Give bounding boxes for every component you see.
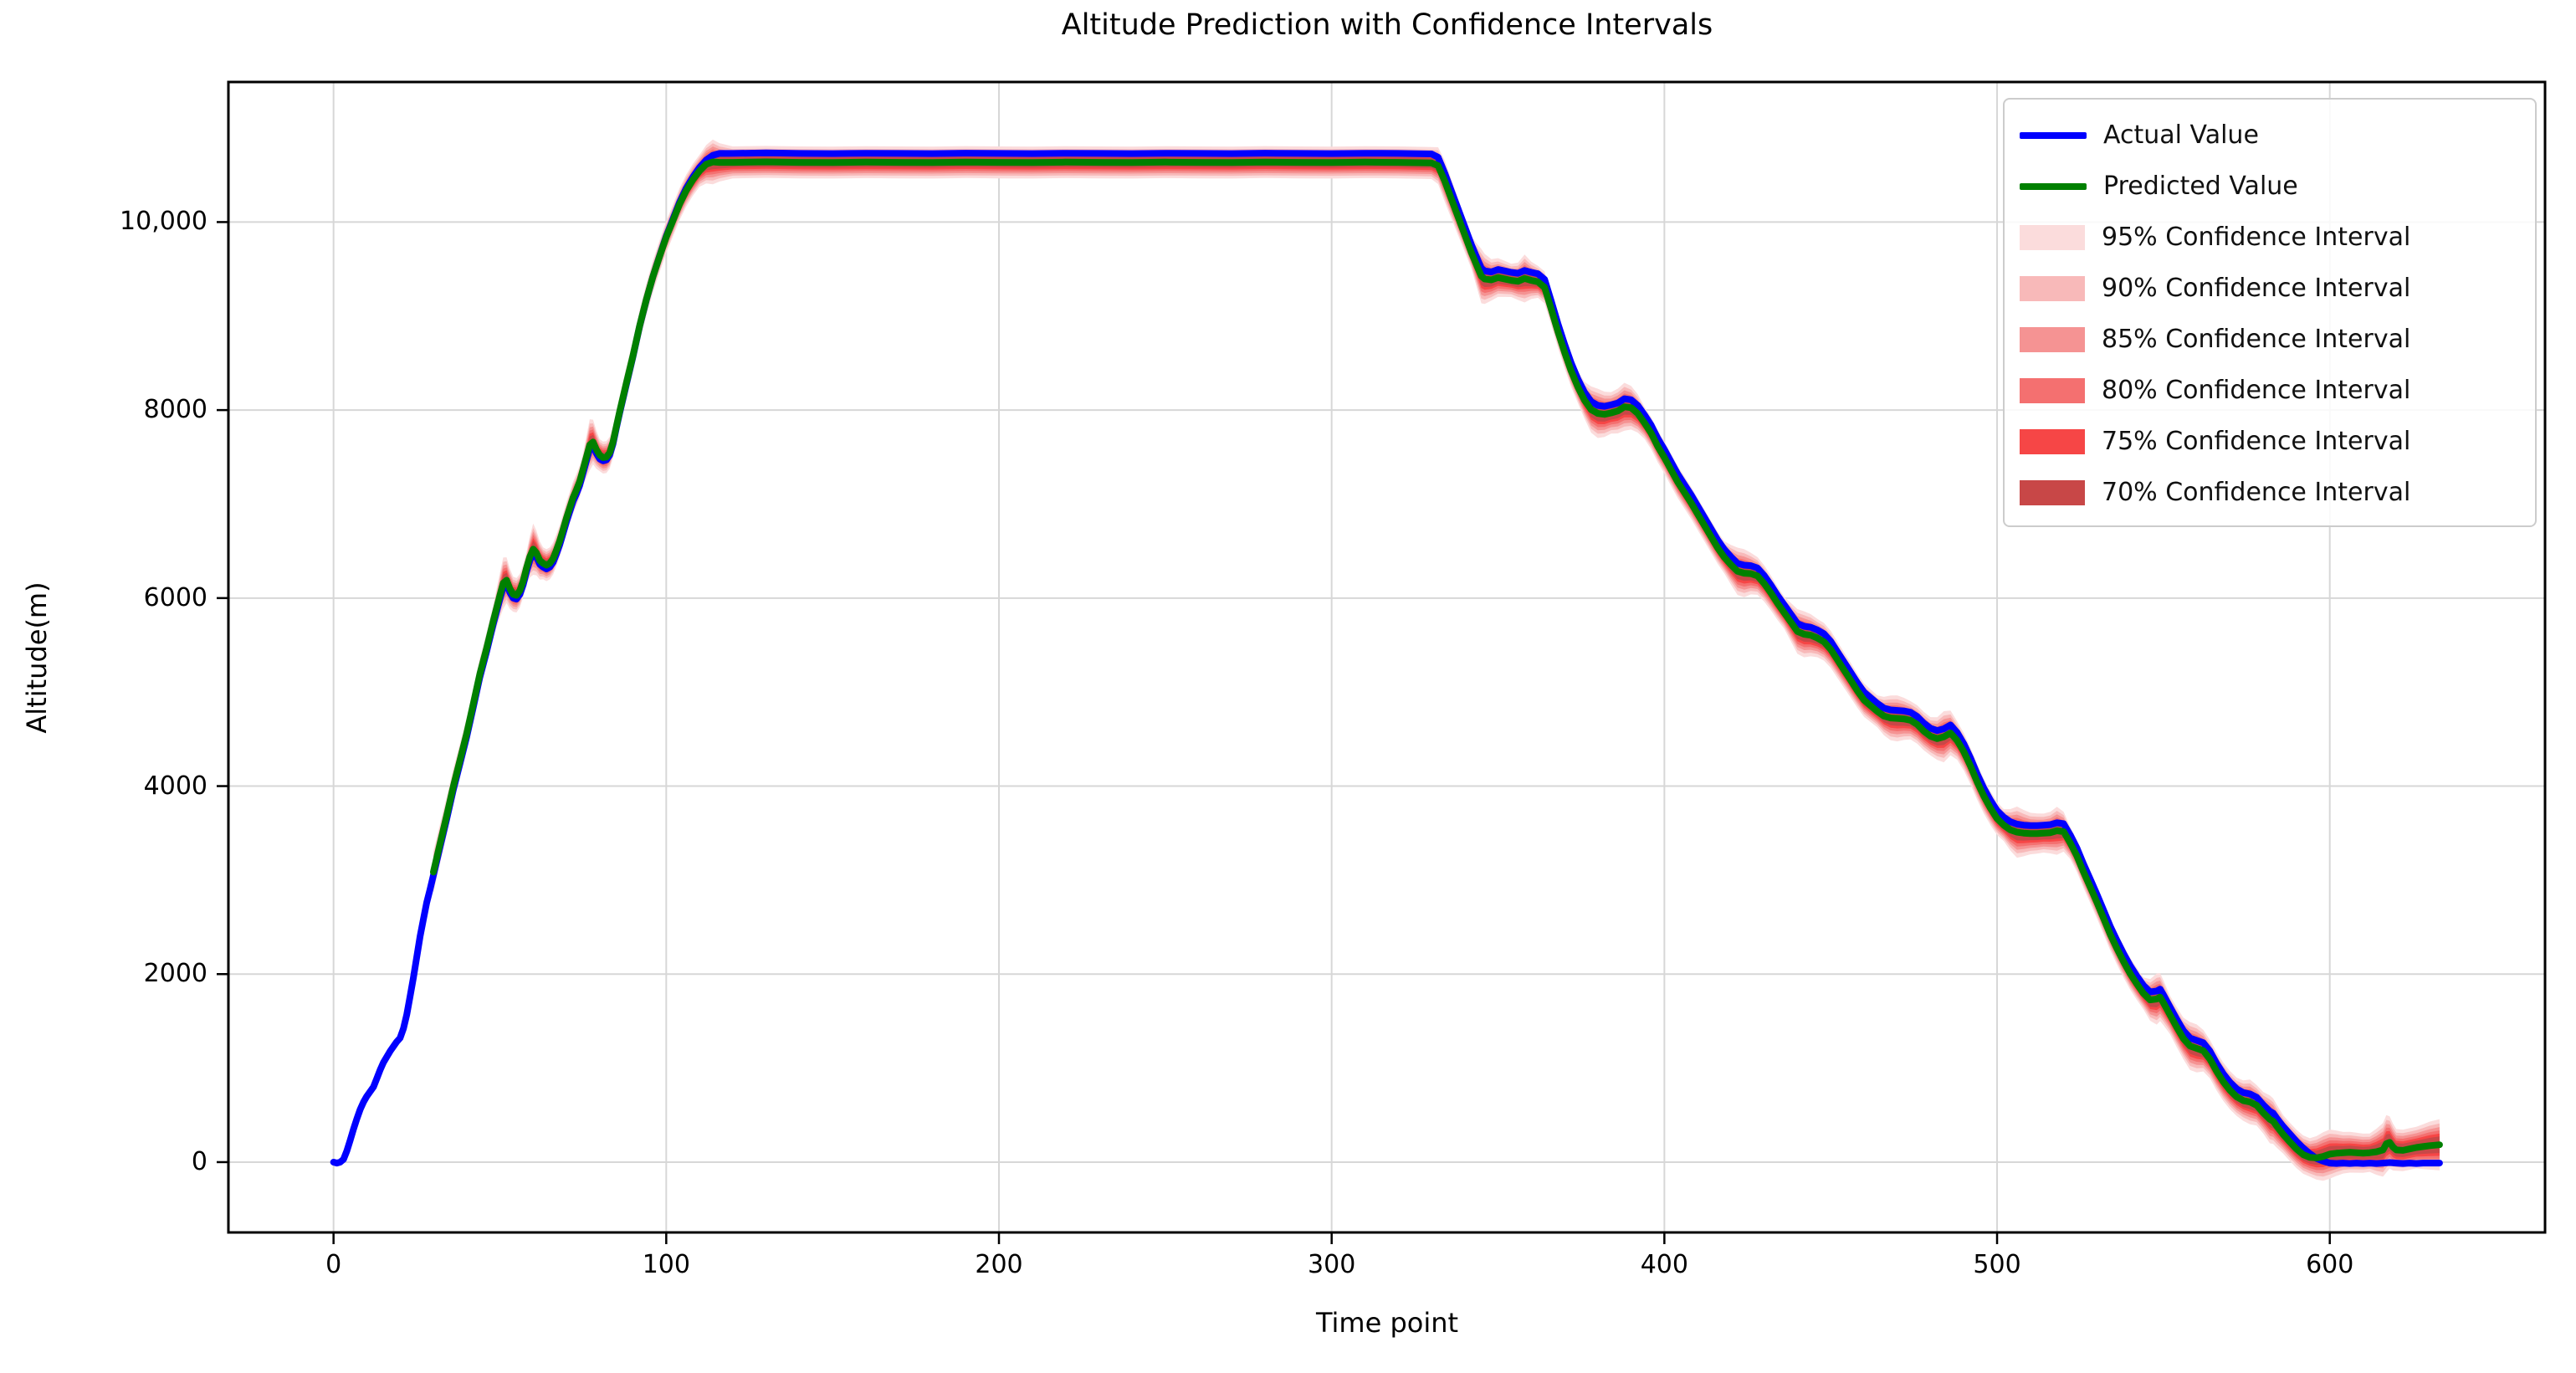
legend-item-predicted: Predicted Value: [2020, 161, 2520, 212]
legend: Actual Value Predicted Value 95% Confide…: [2003, 98, 2537, 527]
legend-item-ci-95: 95% Confidence Interval: [2020, 212, 2520, 263]
legend-label: 70% Confidence Interval: [2102, 478, 2411, 507]
legend-patch-swatch: [2020, 224, 2085, 250]
x-tick-label: 500: [1973, 1250, 2021, 1279]
legend-item-ci-90: 90% Confidence Interval: [2020, 263, 2520, 314]
legend-item-ci-70: 70% Confidence Interval: [2020, 467, 2520, 518]
legend-line-swatch: [2020, 131, 2087, 139]
y-tick-label: 8000: [143, 395, 207, 425]
legend-item-ci-85: 85% Confidence Interval: [2020, 314, 2520, 365]
legend-item-ci-75: 75% Confidence Interval: [2020, 416, 2520, 467]
axes-spines: [227, 80, 2547, 1234]
y-tick-label: 2000: [143, 959, 207, 989]
x-tick-label: 400: [1640, 1250, 1688, 1279]
legend-label: 75% Confidence Interval: [2102, 427, 2411, 456]
legend-label: 80% Confidence Interval: [2102, 376, 2411, 405]
legend-label: 90% Confidence Interval: [2102, 274, 2411, 303]
y-tick-label: 0: [191, 1146, 207, 1176]
legend-patch-swatch: [2020, 275, 2085, 301]
y-tick-label: 6000: [143, 582, 207, 612]
legend-patch-swatch: [2020, 326, 2085, 352]
x-tick-label: 100: [642, 1250, 690, 1279]
y-tick-label: 10,000: [120, 207, 207, 237]
x-tick-label: 300: [1308, 1250, 1356, 1279]
legend-item-ci-80: 80% Confidence Interval: [2020, 365, 2520, 416]
legend-item-actual: Actual Value: [2020, 110, 2520, 161]
legend-label: Predicted Value: [2103, 172, 2298, 201]
legend-label: Actual Value: [2103, 120, 2259, 150]
predicted-line: [430, 158, 2443, 1161]
legend-patch-swatch: [2020, 428, 2085, 454]
legend-label: 85% Confidence Interval: [2102, 325, 2411, 354]
y-tick-label: 4000: [143, 771, 207, 801]
x-tick-label: 600: [2306, 1250, 2354, 1279]
legend-label: 95% Confidence Interval: [2102, 223, 2411, 252]
x-tick-label: 0: [325, 1250, 342, 1279]
legend-patch-swatch: [2020, 377, 2085, 403]
x-axis-label: Time point: [1315, 1307, 1459, 1339]
chart-title: Altitude Prediction with Confidence Inte…: [1061, 8, 1713, 42]
x-tick-label: 200: [975, 1250, 1023, 1279]
legend-patch-swatch: [2020, 479, 2085, 505]
legend-line-swatch: [2020, 182, 2087, 190]
